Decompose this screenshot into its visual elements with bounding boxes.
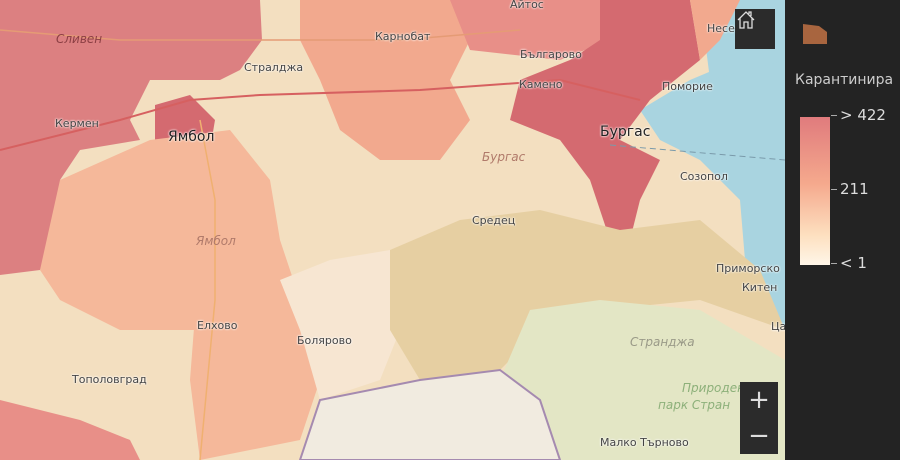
road xyxy=(0,78,641,151)
turkey xyxy=(298,368,562,460)
southwest xyxy=(0,400,140,460)
map-label-bulgarovo: Българово xyxy=(520,48,582,61)
sredets-hills xyxy=(390,210,785,380)
map-label-park-line2: парк Стран xyxy=(658,398,731,412)
legend-panel: Карантинира > 422 211 < 1 xyxy=(785,0,900,460)
legend-color-ramp xyxy=(800,117,830,265)
road xyxy=(0,29,521,41)
map-label-park-line1: Природен xyxy=(682,381,745,395)
aytos-region xyxy=(450,0,610,60)
nesebar-region xyxy=(690,0,740,60)
map-label-sliven: Сливен xyxy=(56,32,103,46)
map-label-primorsko: Приморско xyxy=(716,262,780,275)
legend-title: Карантинира xyxy=(795,72,894,88)
bolyarovo-region xyxy=(280,250,400,400)
map-label-nesebar: Несе xyxy=(707,22,735,35)
home-icon xyxy=(737,11,755,29)
map-label-pomorie: Поморие xyxy=(662,80,713,93)
map-label-aytos: Айтос xyxy=(510,0,544,11)
legend-symbol-swatch xyxy=(803,24,827,44)
black-sea xyxy=(640,40,785,330)
strandzha-park xyxy=(500,300,785,460)
burgas-municipality xyxy=(510,0,700,240)
map-label-strandzha: Странджа xyxy=(630,335,695,349)
map-label-karnobat: Карнобат xyxy=(375,30,431,43)
road xyxy=(199,119,216,460)
zoom-out-button[interactable]: − xyxy=(748,421,770,451)
home-button[interactable] xyxy=(735,9,775,49)
legend-max-label: > 422 xyxy=(831,106,886,124)
map-label-topolovgrad: Тополовград xyxy=(72,373,147,386)
map-label-burgas-region: Бургас xyxy=(482,150,526,164)
map-label-sozopol: Созопол xyxy=(680,170,728,183)
map-label-yambol-region: Ямбол xyxy=(196,234,236,248)
map-label-kameno: Камено xyxy=(519,78,563,91)
map-view[interactable]: Сливен Карнобат Айтос Несе Българово Стр… xyxy=(0,0,785,460)
map-layers xyxy=(0,0,785,460)
map-label-kiten: Китен xyxy=(742,281,778,294)
map-label-straldzha: Стралджа xyxy=(244,61,304,74)
map-label-sredets: Средец xyxy=(472,214,516,227)
zoom-in-button[interactable]: + xyxy=(748,385,770,415)
map-label-bolyarovo: Болярово xyxy=(297,334,352,347)
legend-mid-label: 211 xyxy=(831,180,869,198)
map-label-elhovo: Елхово xyxy=(197,319,238,332)
map-label-tsarevo: Ца xyxy=(771,320,785,333)
map-label-kermen: Кермен xyxy=(55,117,99,130)
map-label-yambol: Ямбол xyxy=(168,129,215,145)
legend-min-label: < 1 xyxy=(831,254,867,272)
map-label-burgas: Бургас xyxy=(600,124,651,140)
map-label-malko-tarnovo: Малко Търново xyxy=(600,436,689,449)
zoom-control: + − xyxy=(740,382,778,454)
